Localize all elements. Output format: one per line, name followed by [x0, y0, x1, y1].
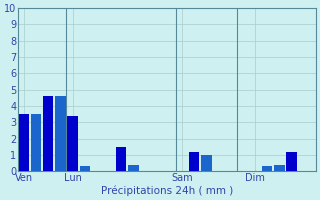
Bar: [274, 165, 284, 171]
Bar: [116, 147, 126, 171]
Bar: [201, 155, 212, 171]
Bar: [55, 96, 66, 171]
Bar: [31, 114, 41, 171]
Bar: [19, 114, 29, 171]
Bar: [128, 165, 139, 171]
X-axis label: Précipitations 24h ( mm ): Précipitations 24h ( mm ): [101, 185, 233, 196]
Bar: [262, 166, 272, 171]
Bar: [43, 96, 53, 171]
Bar: [286, 152, 297, 171]
Bar: [189, 152, 199, 171]
Bar: [68, 116, 78, 171]
Bar: [80, 166, 90, 171]
